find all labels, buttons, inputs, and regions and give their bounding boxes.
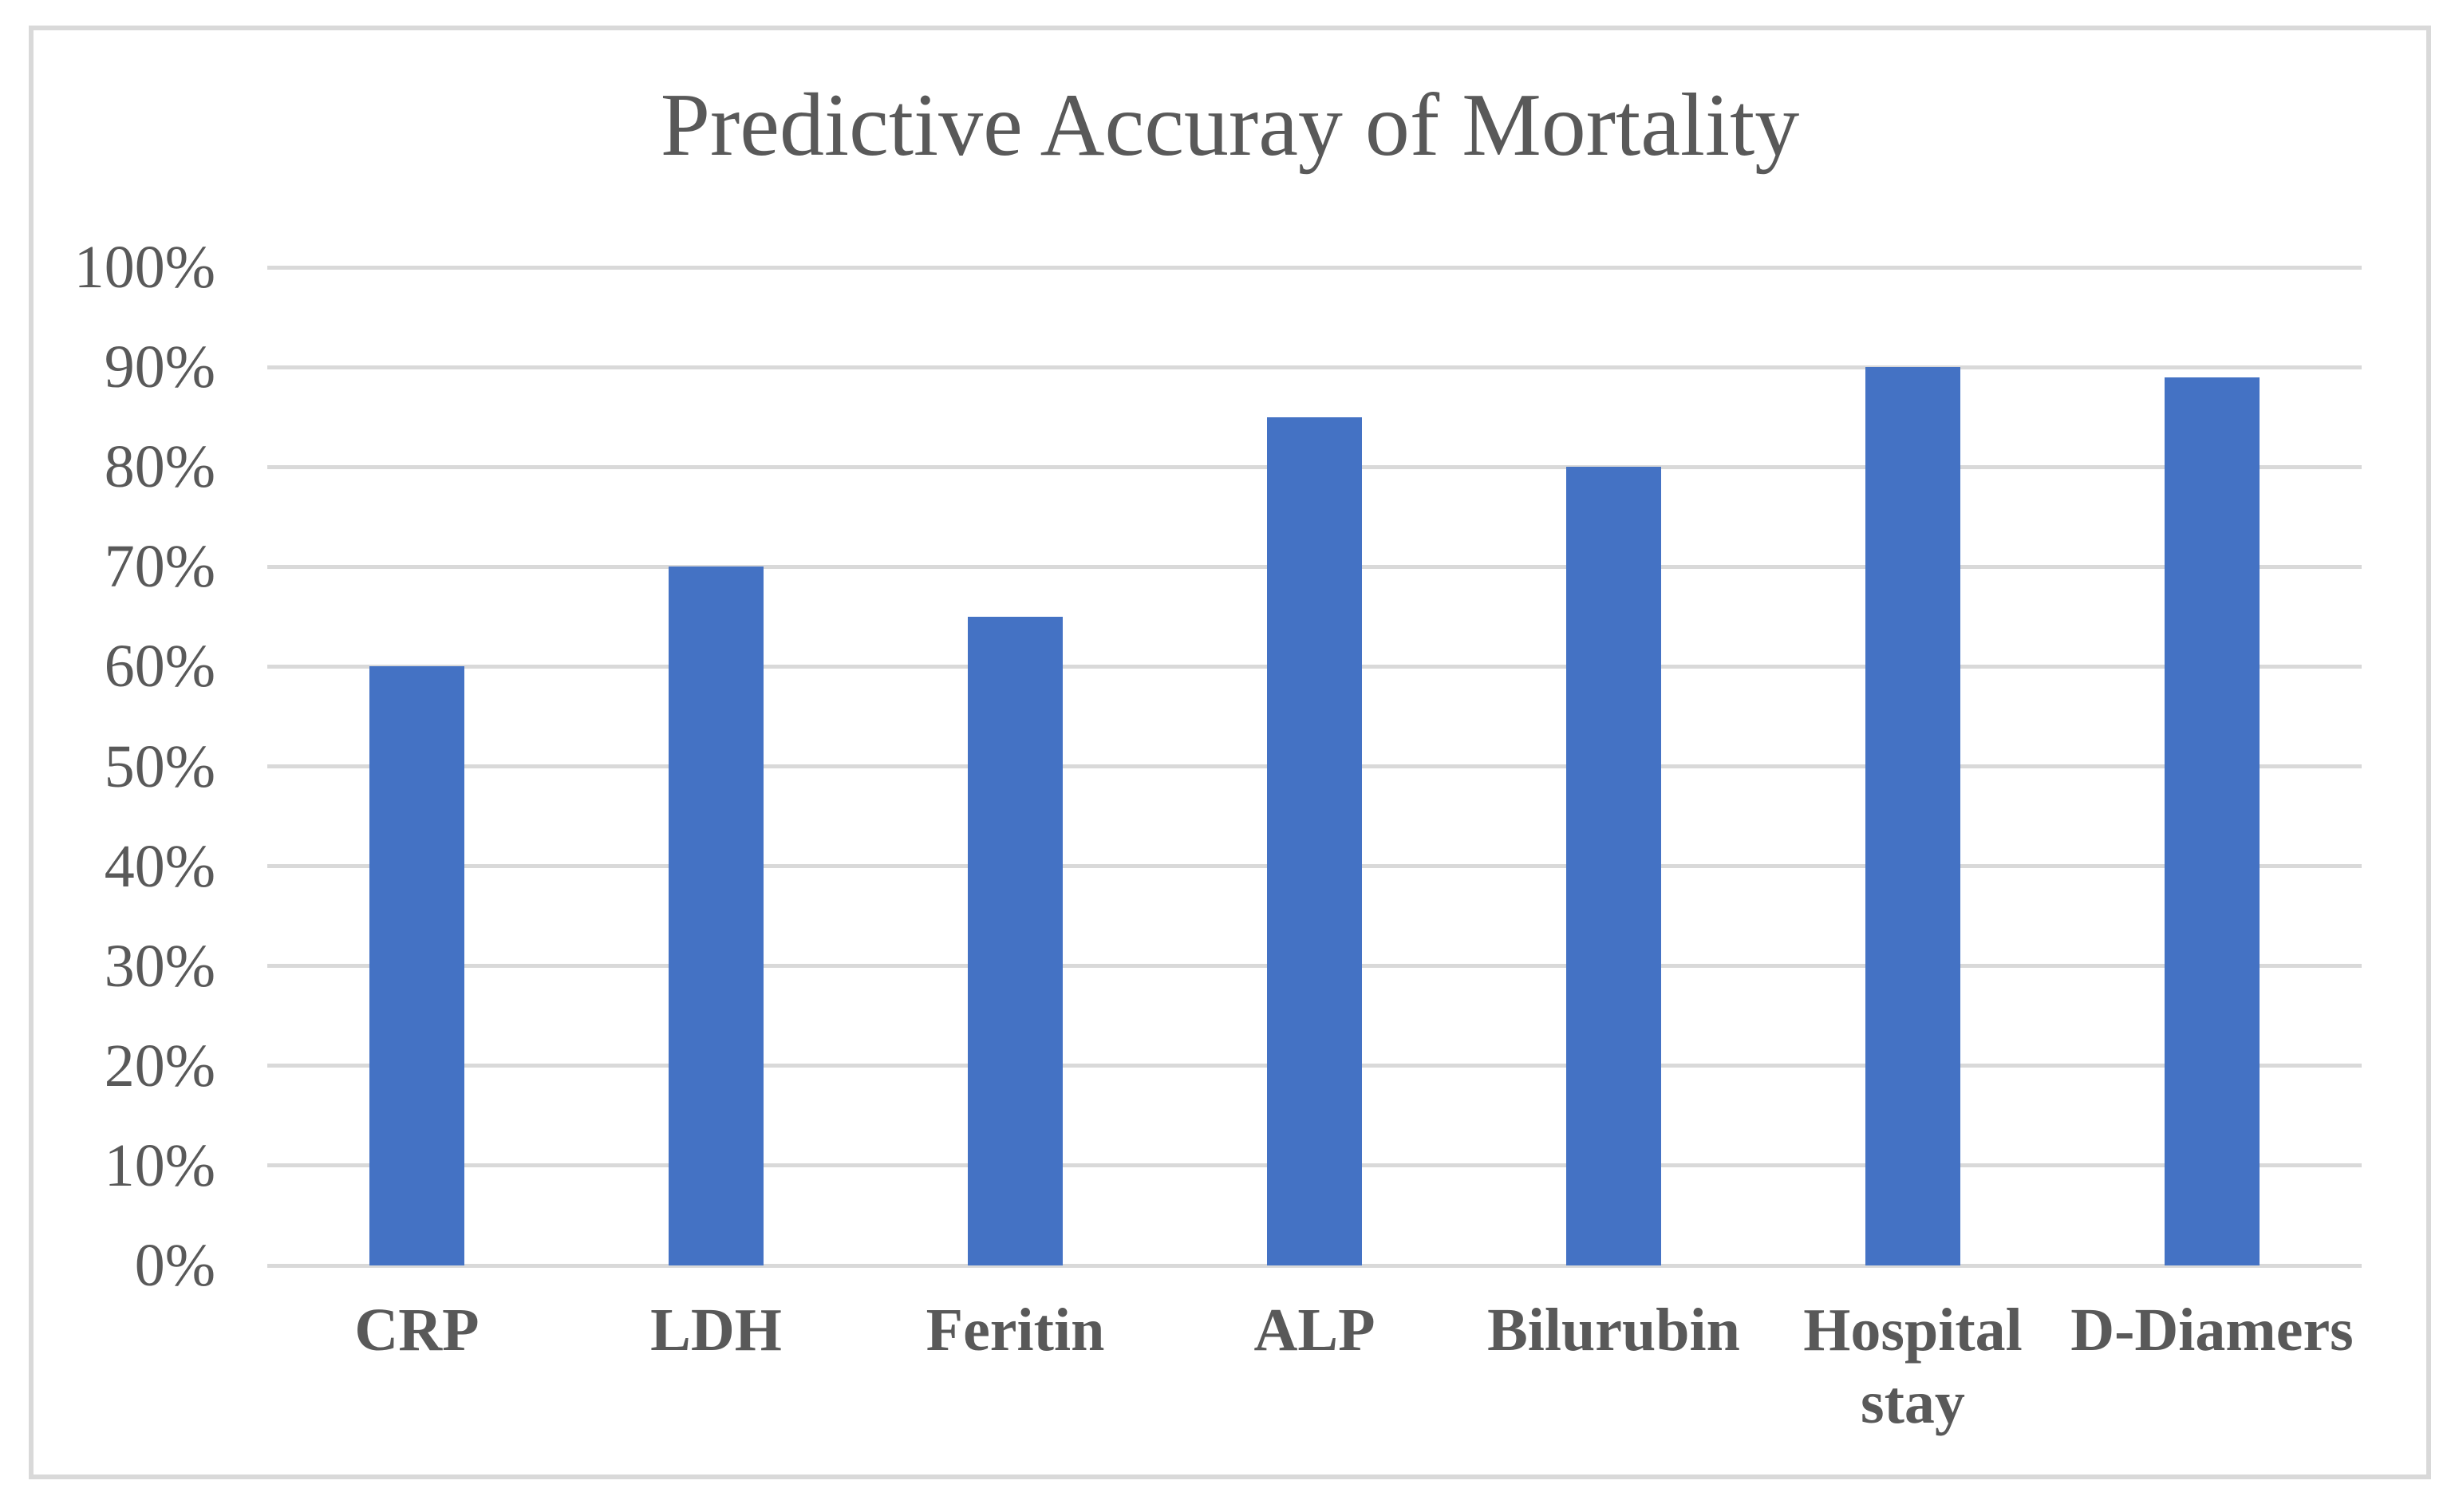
bar-ldh xyxy=(669,567,764,1265)
y-tick-label: 50% xyxy=(104,732,215,800)
y-tick-label: 40% xyxy=(104,832,215,900)
y-tick-label: 80% xyxy=(104,433,215,501)
x-category-label: D-Diamers xyxy=(2070,1297,2354,1364)
y-tick-label: 30% xyxy=(104,932,215,1000)
y-tick-label: 0% xyxy=(134,1232,215,1299)
y-tick-label: 20% xyxy=(104,1032,215,1099)
y-tick-label: 60% xyxy=(104,633,215,701)
x-category-label: Bilurubin xyxy=(1487,1297,1740,1364)
bar-d-diamers xyxy=(2165,377,2260,1265)
y-axis-tick-labels: 100% 90% 80% 70% 60% 50% 40% 30% 20% 10% 0% xyxy=(32,0,215,1512)
y-tick-label: 70% xyxy=(104,533,215,601)
y-tick-label: 10% xyxy=(104,1131,215,1199)
bar-crp xyxy=(369,666,464,1265)
y-tick-label: 90% xyxy=(104,334,215,401)
plot-area xyxy=(267,265,2362,1268)
bar-bilurubin xyxy=(1566,467,1661,1265)
gridline xyxy=(267,1263,2362,1268)
bar-hospital-stay xyxy=(1865,367,1960,1265)
y-tick-label: 100% xyxy=(73,234,215,301)
x-category-label: Feritin xyxy=(926,1297,1105,1364)
bar-alp xyxy=(1267,416,1362,1265)
chart-title: Predictive Accuray of Mortality xyxy=(660,76,1800,175)
gridline xyxy=(267,365,2362,369)
x-category-label: Hospital stay xyxy=(1803,1297,2023,1437)
gridline xyxy=(267,265,2362,270)
x-category-label: LDH xyxy=(650,1297,782,1364)
x-category-label: CRP xyxy=(354,1297,480,1364)
x-category-label: ALP xyxy=(1253,1297,1376,1364)
x-axis-category-labels: CRP LDH Feritin ALP Bilurubin Hospital stay D-… xyxy=(267,1294,2362,1439)
bar-feritin xyxy=(968,616,1063,1265)
